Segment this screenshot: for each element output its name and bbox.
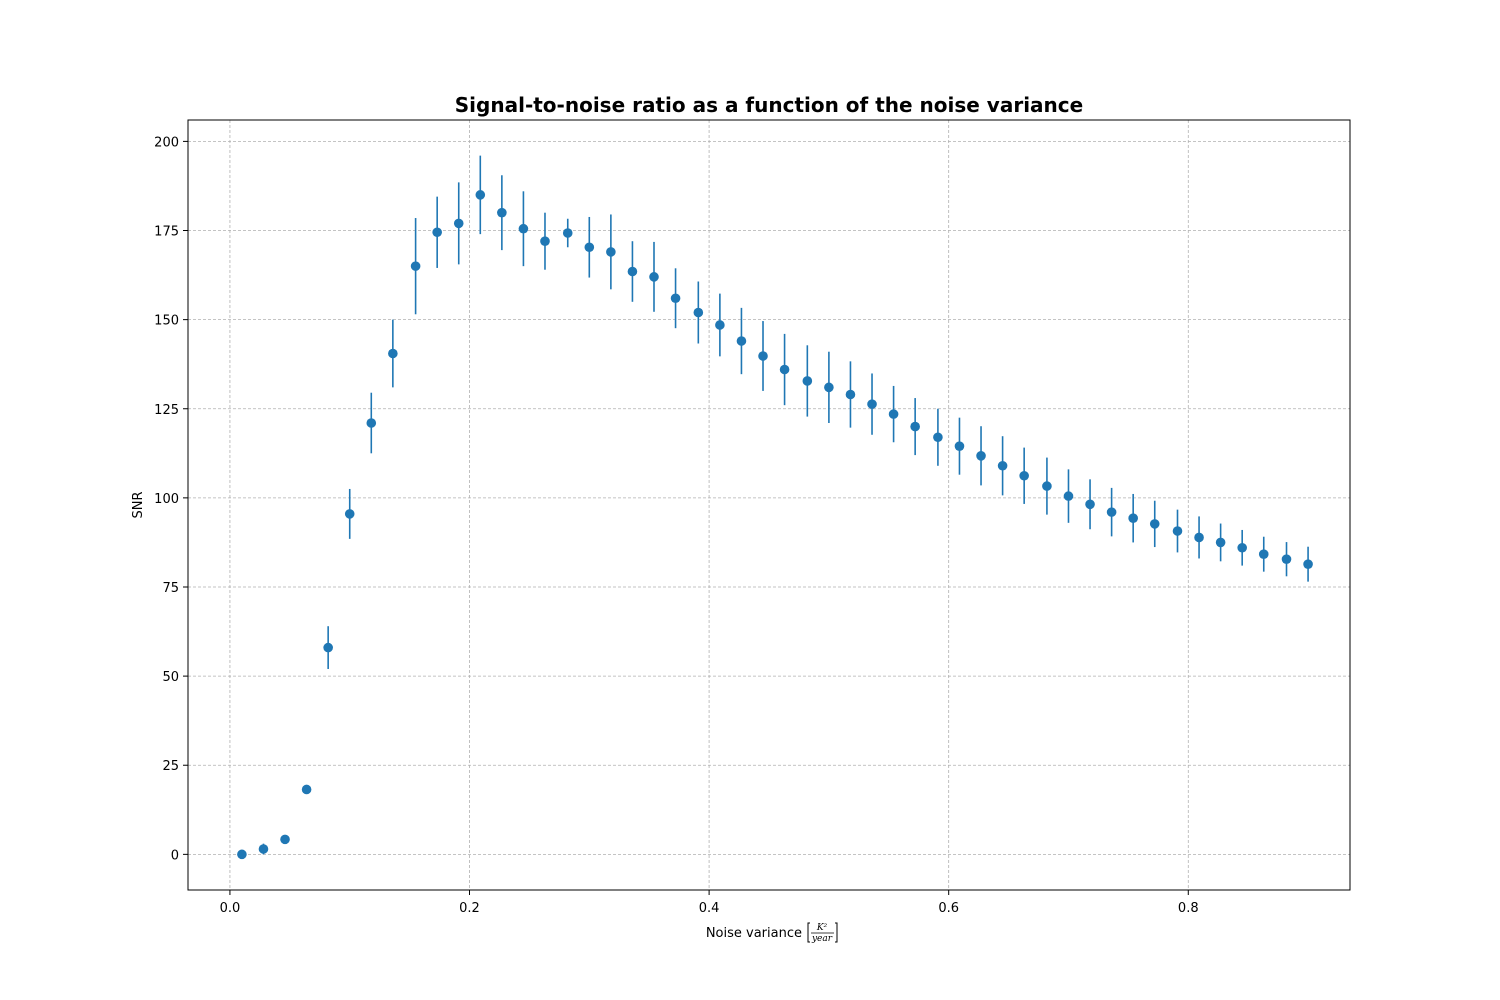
data-point [1085,499,1095,510]
data-point [910,421,920,432]
data-point [779,364,790,375]
y-tick-label: 150 [154,314,179,329]
data-point [606,247,616,257]
data-point [867,399,877,409]
data-point [258,844,269,854]
data-point [453,218,464,229]
data-point [1149,519,1160,529]
data-point [344,509,355,519]
data-point [1215,537,1226,548]
x-tick-label: 0.0 [220,901,241,916]
data-point [562,228,573,238]
data-point [1258,549,1269,559]
data-point [518,223,529,234]
x-tick-label: 0.4 [699,901,720,916]
data-point [758,351,768,361]
data-point [1128,513,1138,523]
data-point [954,441,965,451]
data-point [670,293,681,304]
data-point [280,834,290,845]
data-point [237,849,247,860]
plot-frame [187,119,1351,891]
y-tick-label: 200 [154,135,179,150]
unit-numerator: K² [816,923,828,933]
data-point [540,236,550,247]
axis-ticks: 0.0 0.2 0.4 0.6 0.8 0 25 50 75 100 125 150 175 200 [154,135,1198,916]
y-tick-label: 100 [154,492,179,507]
y-tick-label: 25 [162,759,179,774]
grid-lines [188,120,1350,890]
data-point [1063,491,1074,501]
data-point [933,432,943,443]
data-point [824,382,834,393]
chart-title: Signal-to-noise ratio as a function of t… [455,93,1083,117]
unit-denominator: year [811,934,833,944]
y-tick-label: 125 [154,403,179,418]
data-point [388,348,398,359]
data-point [649,272,659,282]
data-point [1281,554,1292,564]
y-tick-label: 0 [171,848,179,863]
y-tick-label: 75 [162,581,179,596]
data-point [1194,532,1204,543]
data-point [1303,559,1313,569]
data-point [1019,470,1029,481]
data-point [1042,481,1052,491]
data-point [1106,507,1117,517]
x-axis-title: Noise variance [706,926,802,941]
data-point [1172,526,1183,536]
unit-bracket [807,922,838,943]
x-axis-title-group: Noise variance K² year [706,922,838,944]
data-point [323,642,333,653]
y-tick-label: 175 [154,225,179,240]
data-point [736,336,747,346]
data-point [301,784,312,795]
data-point [715,320,725,330]
data-point [976,451,986,461]
x-tick-label: 0.8 [1178,901,1199,916]
x-tick-label: 0.6 [938,901,959,916]
data-point [1237,542,1247,553]
x-tick-label: 0.2 [459,901,480,916]
data-point [627,266,638,277]
data-point [888,409,899,419]
data-point [584,242,595,253]
data-point [693,307,704,318]
data-marks [237,155,1313,860]
data-point [497,207,507,218]
data-point [802,376,813,386]
data-point [432,227,442,238]
data-point [845,389,856,400]
data-point [997,460,1008,471]
data-point [366,418,377,428]
data-point [475,190,486,200]
data-point [410,261,421,271]
y-axis-title: SNR [131,491,146,518]
y-tick-label: 50 [162,670,179,685]
